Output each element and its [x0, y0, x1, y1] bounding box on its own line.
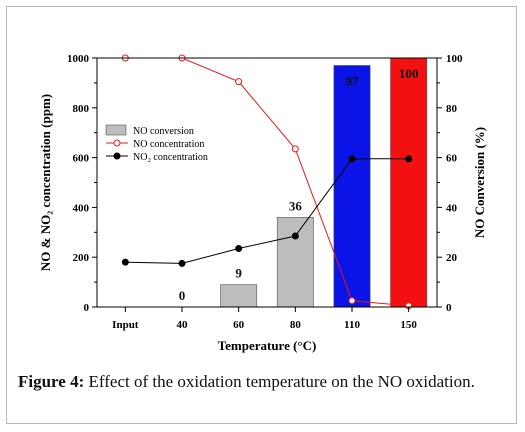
y-right-tick-label: 40 — [446, 202, 458, 214]
x-tick-label: 80 — [290, 319, 302, 331]
bar-150 — [390, 57, 428, 308]
y-right-tick-label: 20 — [446, 252, 458, 264]
legend-swatch-bar — [105, 124, 127, 136]
plot-area — [96, 57, 438, 308]
x-tick-label: Input — [112, 319, 139, 331]
series-1-point-110 — [348, 155, 356, 163]
x-tick-label: 40 — [177, 319, 189, 331]
y-left-tick-label: 0 — [84, 302, 90, 314]
y-right-axis-title: NO Conversion (%) — [472, 127, 487, 238]
legend-label-bar: NO conversion — [133, 126, 194, 137]
y-right-tick-label: 80 — [446, 103, 458, 115]
y-left-tick-label: 1000 — [67, 53, 90, 65]
series-0-point-80 — [291, 145, 299, 153]
bar-label-150: 100 — [399, 66, 419, 81]
y-right-tick-label: 100 — [446, 53, 463, 65]
x-tick-label: 60 — [233, 319, 245, 331]
series-0-point-60 — [235, 78, 243, 86]
bar-80 — [276, 217, 314, 308]
bar-60 — [220, 284, 258, 308]
series-1-point-60 — [235, 244, 243, 252]
caption-text: Effect of the oxidation temperature on t… — [84, 372, 475, 391]
series-1-point-Input — [121, 258, 129, 266]
x-tick-label: 150 — [400, 319, 417, 331]
legend-marker-0 — [113, 139, 121, 147]
y-left-tick-label: 400 — [73, 202, 90, 214]
figure-frame — [6, 6, 517, 424]
y-right-tick-label: 0 — [446, 302, 452, 314]
legend-marker-1 — [113, 152, 121, 160]
figure-caption: Figure 4: Effect of the oxidation temper… — [18, 372, 508, 392]
bar-label-40: 0 — [179, 288, 186, 303]
bar-110 — [333, 65, 371, 308]
series-1-point-150 — [405, 155, 413, 163]
caption-label: Figure 4: — [18, 372, 85, 391]
y-left-axis-title: NO & NO₂ concentration (ppm) — [38, 94, 53, 271]
y-left-tick-label: 600 — [73, 153, 90, 165]
legend-label-0: NO concentration — [133, 139, 204, 150]
series-0-point-110 — [348, 297, 356, 305]
y-right-tick-label: 60 — [446, 153, 458, 165]
bar-label-80: 36 — [289, 198, 303, 213]
legend-label-1: NO₂ concentration — [133, 152, 208, 163]
x-tick-label: 110 — [344, 319, 360, 331]
x-axis-title: Temperature (°C) — [218, 338, 317, 353]
y-left-tick-label: 200 — [73, 252, 90, 264]
bar-label-110: 97 — [346, 73, 360, 88]
series-1-point-80 — [291, 232, 299, 240]
series-line-1 — [125, 158, 409, 264]
series-1-point-40 — [178, 259, 186, 267]
y-left-tick-label: 800 — [73, 103, 90, 115]
bar-label-60: 9 — [235, 266, 242, 281]
